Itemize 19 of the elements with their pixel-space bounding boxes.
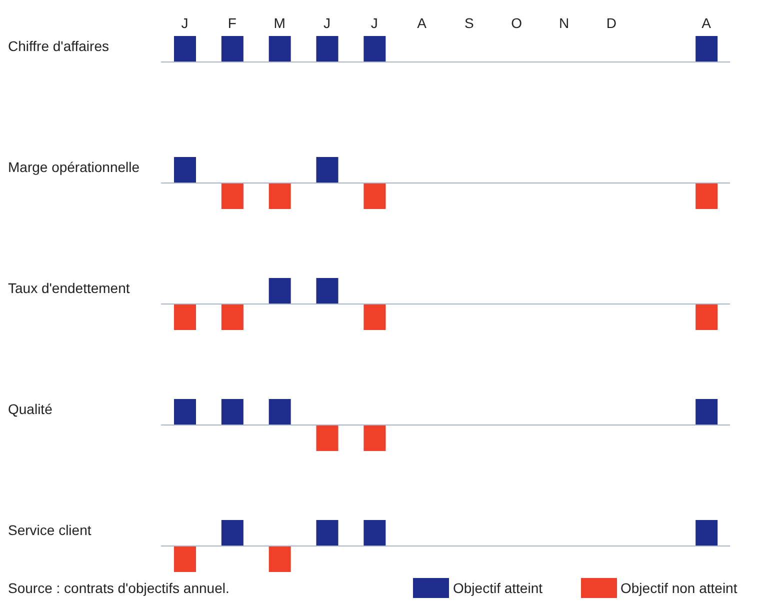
x-tick-label: A [417,15,428,31]
y-axis-title: Marge opérationnelle [8,159,140,175]
y-axis-title: Service client [8,522,92,538]
x-tick-label: N [558,15,570,31]
x-tick-label: J [370,15,378,31]
x-tick-label: F [228,15,236,31]
x-tick-label: D [606,15,617,31]
x-tick-label: J [181,15,188,31]
legend-label: Objectif non atteint [620,580,738,596]
x-tick-label: O [511,15,522,31]
x-tick-label: M [274,15,286,31]
y-axis-title: Taux d'endettement [8,280,130,296]
source-note: Source : contrats d'objectifs annuel. [8,580,230,596]
legend-label: Objectif atteint [453,580,542,596]
x-tick-label: S [464,15,474,31]
x-tick-label: J [323,15,330,31]
y-axis-title: Chiffre d'affaires [8,38,109,54]
x-tick-label: A [702,15,712,31]
y-axis-title: Qualité [8,401,52,417]
